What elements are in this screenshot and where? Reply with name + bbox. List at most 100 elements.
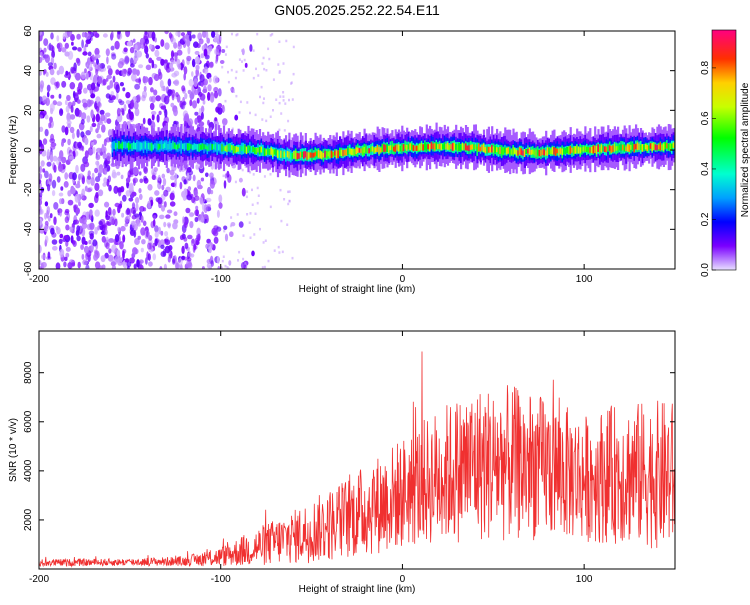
- heatmap-cell: [148, 57, 153, 64]
- heatmap-cell: [48, 173, 53, 182]
- heatmap-cell: [360, 148, 363, 154]
- heatmap-cell: [278, 71, 281, 74]
- heatmap-cell: [417, 145, 420, 151]
- heatmap-cell: [186, 173, 190, 179]
- heatmap-cell: [161, 86, 164, 91]
- heatmap-cell: [143, 166, 148, 174]
- heatmap-cell: [623, 144, 626, 152]
- heatmap-cell: [154, 37, 157, 43]
- heatmap-cell: [241, 49, 243, 52]
- heatmap-cell: [46, 161, 52, 167]
- heatmap-cell: [343, 150, 347, 156]
- heatmap-cell: [478, 143, 481, 152]
- heatmap-cell: [291, 98, 294, 101]
- heatmap-cell: [134, 238, 140, 245]
- heatmap-cell: [62, 32, 66, 40]
- heatmap-cell: [88, 202, 94, 209]
- heatmap-cell: [50, 133, 55, 141]
- heatmap-cell: [108, 248, 112, 254]
- heatmap-cell: [415, 145, 419, 151]
- heatmap-cell: [107, 65, 112, 70]
- heatmap-cell: [76, 99, 81, 104]
- heatmap-cell: [94, 167, 99, 174]
- heatmap-cell: [255, 147, 258, 155]
- heatmap-cell: [569, 145, 572, 154]
- heatmap-y-tick-label: -40: [23, 222, 34, 237]
- heatmap-cell: [216, 209, 220, 218]
- heatmap-cell: [64, 172, 69, 180]
- heatmap-cell: [264, 239, 267, 242]
- heatmap-cell: [206, 146, 209, 151]
- heatmap-cell: [396, 144, 399, 151]
- heatmap-cell: [244, 144, 247, 153]
- heatmap-x-tick-label: -100: [211, 274, 231, 285]
- heatmap-cell: [82, 51, 88, 56]
- heatmap-cell: [117, 205, 121, 214]
- heatmap-cell: [210, 189, 214, 195]
- heatmap-cell: [64, 126, 69, 136]
- heatmap-cell: [574, 146, 577, 154]
- heatmap-cell: [265, 69, 268, 72]
- heatmap-cell: [419, 143, 422, 151]
- heatmap-cell: [144, 38, 150, 45]
- heatmap-cell: [497, 147, 500, 155]
- heatmap-cell: [53, 202, 59, 210]
- heatmap-cell: [159, 239, 165, 247]
- heatmap-cell: [269, 34, 272, 37]
- heatmap-cell: [164, 108, 168, 118]
- heatmap-cell: [119, 241, 124, 250]
- heatmap-cell: [132, 166, 139, 176]
- heatmap-cell: [200, 105, 205, 113]
- heatmap-cell: [166, 167, 170, 174]
- heatmap-cell: [630, 144, 633, 150]
- heatmap-cell: [58, 192, 64, 197]
- heatmap-cell: [94, 33, 100, 38]
- heatmap-cell: [269, 205, 272, 209]
- heatmap-cell: [61, 140, 64, 147]
- heatmap-cell: [278, 151, 281, 158]
- heatmap-cell: [379, 147, 383, 153]
- heatmap-cell: [66, 31, 73, 37]
- heatmap-cell: [267, 47, 270, 51]
- heatmap-cell: [229, 143, 232, 152]
- heatmap-cell: [184, 242, 189, 249]
- heatmap-cell: [127, 170, 132, 178]
- heatmap-cell: [157, 182, 160, 189]
- heatmap-cell: [75, 164, 79, 174]
- heatmap-cell: [155, 95, 161, 102]
- heatmap-cell: [422, 144, 425, 151]
- heatmap-cell: [661, 144, 664, 151]
- heatmap-cell: [597, 144, 600, 152]
- heatmap-cell: [46, 209, 49, 219]
- heatmap-cell: [173, 142, 176, 149]
- heatmap-cell: [322, 153, 325, 158]
- heatmap-cell: [193, 143, 196, 150]
- heatmap-cell: [263, 175, 266, 178]
- heatmap-cell: [163, 221, 167, 228]
- heatmap-cell: [397, 144, 401, 152]
- heatmap-cell: [620, 144, 623, 151]
- heatmap-cell: [102, 78, 107, 86]
- heatmap-cell: [662, 143, 665, 151]
- heatmap-cell: [566, 146, 569, 154]
- heatmap-cell: [208, 45, 213, 52]
- heatmap-cell: [159, 266, 163, 269]
- heatmap-cell: [370, 146, 373, 153]
- heatmap-cell: [123, 47, 128, 53]
- heatmap-cell: [129, 257, 135, 264]
- heatmap-cell: [514, 148, 517, 154]
- heatmap-cell: [251, 188, 253, 192]
- heatmap-y-tick-label: -20: [23, 182, 34, 197]
- heatmap-cell: [134, 107, 140, 117]
- heatmap-cell: [66, 112, 71, 120]
- heatmap-cell: [198, 215, 204, 223]
- heatmap-cell: [130, 57, 134, 66]
- heatmap-cell: [386, 143, 389, 152]
- heatmap-cell: [154, 238, 158, 247]
- heatmap-cell: [40, 160, 45, 167]
- heatmap-cell: [67, 262, 73, 269]
- colorbar-gradient: [712, 30, 736, 270]
- heatmap-cell: [117, 61, 124, 69]
- heatmap-cell: [237, 147, 240, 152]
- heatmap-cell: [664, 141, 667, 150]
